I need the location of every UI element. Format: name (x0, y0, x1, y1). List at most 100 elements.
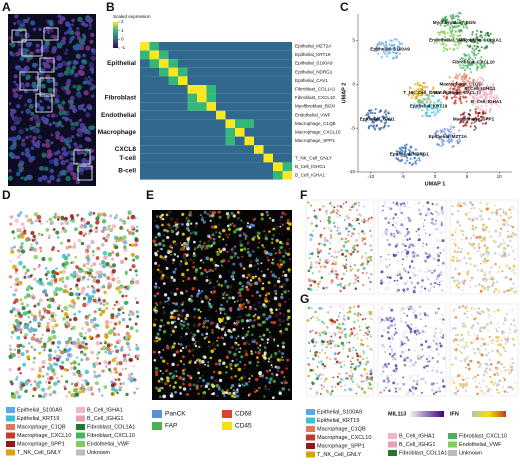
image-dot (40, 233, 44, 237)
image-dot (182, 320, 185, 324)
image-dot (111, 268, 116, 274)
image-dot (85, 292, 89, 297)
cluster-label: Epithelial_NDRG1 (390, 152, 430, 157)
group-label: Epithelial (107, 60, 136, 67)
image-dot (408, 245, 411, 249)
image-dot (402, 335, 406, 338)
image-dot (286, 309, 291, 313)
umap-cell (481, 77, 484, 80)
image-dot (352, 305, 355, 308)
image-dot (61, 100, 66, 105)
image-dot (59, 365, 65, 370)
image-dot (113, 322, 118, 326)
legend-label: Unknown (87, 450, 110, 456)
image-dot (354, 287, 358, 290)
image-dot (17, 348, 21, 353)
image-dot (424, 232, 427, 235)
image-dot (264, 387, 268, 391)
image-dot (364, 331, 368, 335)
umap-cell (476, 42, 479, 45)
image-dot (215, 383, 219, 388)
heatmap-cell (168, 93, 178, 103)
roi-box (73, 149, 91, 165)
umap-cell (486, 62, 489, 65)
image-dot (199, 297, 203, 300)
image-dot (111, 224, 117, 229)
image-dot (158, 242, 162, 246)
image-dot (29, 124, 33, 128)
image-dot (174, 267, 177, 271)
image-dot (162, 257, 165, 260)
heatmap-cell (254, 42, 264, 51)
image-dot (241, 284, 245, 288)
image-dot (386, 238, 389, 242)
image-dot (30, 221, 34, 225)
image-dot (122, 228, 125, 231)
image-dot (334, 344, 338, 347)
image-dot (17, 394, 22, 399)
image-dot (162, 349, 165, 351)
image-dot (343, 360, 345, 363)
umap-cell (384, 109, 387, 112)
image-dot (37, 265, 40, 269)
image-dot (236, 211, 240, 214)
image-dot (183, 244, 185, 246)
image-dot (234, 252, 238, 256)
image-dot (391, 358, 394, 361)
image-dot (87, 327, 92, 333)
heatmap-cell (140, 85, 150, 94)
image-dot (92, 262, 97, 266)
umap-cell (451, 25, 454, 28)
umap-cell (462, 96, 466, 99)
heatmap-cell (244, 85, 254, 94)
image-dot (181, 232, 185, 236)
image-dot (366, 262, 369, 266)
image-dot (402, 383, 406, 386)
image-dot (38, 298, 43, 303)
image-dot (416, 274, 419, 277)
image-dot (58, 349, 62, 352)
image-dot (424, 260, 427, 262)
image-dot (406, 287, 410, 291)
image-dot (10, 249, 15, 254)
image-dot (318, 242, 321, 246)
image-dot (351, 373, 354, 376)
image-dot (114, 245, 119, 250)
image-dot (340, 385, 342, 388)
umap-cell (463, 82, 466, 85)
image-dot (435, 369, 439, 373)
umap-cell (452, 48, 455, 51)
image-dot (65, 89, 71, 95)
image-dot (346, 233, 350, 237)
image-dot (225, 365, 229, 369)
umap-cell (479, 108, 482, 111)
image-dot (260, 270, 263, 273)
image-dot (411, 250, 415, 255)
umap-cell (476, 87, 479, 90)
heatmap-cell (206, 153, 216, 163)
image-dot (512, 249, 515, 252)
cluster-label: Epithelial_CAV1 (360, 117, 395, 122)
image-dot (399, 276, 403, 280)
image-dot (59, 72, 64, 78)
umap-cell (400, 151, 404, 155)
image-dot (415, 380, 418, 383)
umap-cell (449, 135, 452, 138)
umap-cell (433, 107, 436, 110)
image-dot (323, 330, 327, 334)
image-dot (79, 290, 85, 295)
image-dot (83, 346, 87, 350)
image-dot (30, 336, 36, 341)
image-dot (181, 212, 185, 217)
image-dot (249, 264, 253, 268)
image-dot (93, 318, 97, 322)
image-dot (182, 378, 185, 381)
image-dot (99, 342, 103, 345)
image-dot (194, 344, 198, 348)
image-dot (410, 281, 414, 285)
image-dot (232, 278, 235, 281)
image-dot (269, 308, 273, 312)
image-dot (41, 283, 45, 287)
image-dot (339, 305, 342, 308)
image-dot (401, 251, 404, 254)
